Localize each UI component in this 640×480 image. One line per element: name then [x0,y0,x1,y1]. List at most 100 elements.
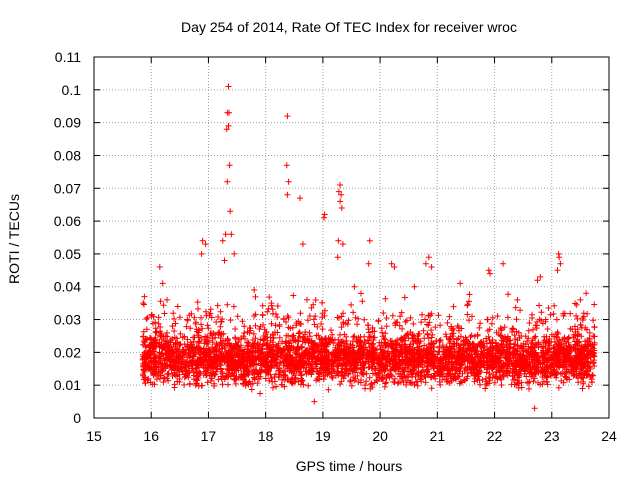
data-point [534,368,540,374]
data-point [358,350,365,357]
data-point [558,377,565,384]
data-point [554,267,561,274]
data-point [152,329,159,336]
data-point [270,310,276,317]
x-tick-label: 23 [544,428,560,444]
data-point [252,311,259,318]
data-point [153,329,160,336]
data-point [436,379,443,385]
data-point [160,365,167,372]
data-point [257,360,264,367]
data-point [466,317,472,324]
data-point [297,195,303,202]
data-point [218,340,225,347]
x-tick-label: 22 [487,428,503,444]
data-point [269,341,276,348]
data-point [415,337,422,344]
data-point [297,334,303,341]
data-point [338,324,345,331]
data-point [577,296,584,303]
data-point [206,356,213,363]
data-point [190,372,197,379]
y-tick-label: 0.08 [54,147,81,163]
data-point [355,334,362,341]
data-point [380,333,387,340]
y-tick-label: 0 [73,410,81,426]
data-point [337,182,344,188]
data-point [485,267,492,274]
data-point [573,313,580,319]
data-point [353,338,360,345]
data-point [516,334,523,341]
data-point [191,334,198,341]
data-point [384,363,391,370]
data-point [221,257,228,264]
data-point [454,322,461,329]
data-point [500,373,507,380]
data-point [350,351,357,358]
data-point [252,293,259,300]
data-point [418,376,424,383]
data-point [274,329,281,336]
data-point [382,380,389,387]
data-point [215,376,222,383]
data-point [142,342,149,349]
data-point [394,337,401,344]
data-point [217,323,224,330]
data-point [176,366,183,373]
data-point [328,327,334,334]
data-point [526,378,533,385]
data-point [357,366,364,373]
data-point [350,309,357,316]
data-point [264,339,271,346]
data-point [305,382,312,389]
data-point [247,381,254,387]
data-point [254,380,261,387]
data-point [580,313,587,320]
data-point [193,328,200,335]
data-point [583,355,590,362]
data-point [448,325,455,332]
data-point [428,310,435,317]
data-point [388,260,395,267]
data-point [512,336,519,343]
data-point [544,374,551,380]
data-point [175,362,182,369]
data-point [226,342,233,349]
data-point [198,321,205,328]
data-point [328,373,335,380]
data-point [341,347,347,354]
data-point [490,345,497,352]
data-point [169,323,176,330]
data-point [364,337,371,344]
data-point [170,310,177,317]
data-point [540,347,546,354]
data-point [240,352,247,359]
data-point [224,178,231,185]
data-point [314,368,321,375]
data-point [183,323,190,330]
data-point [346,355,353,362]
data-point [543,333,550,340]
data-point [374,355,381,362]
data-point [572,323,578,330]
data-point [325,349,332,356]
data-point [345,371,352,378]
data-point [416,330,423,337]
data-point [513,362,520,369]
data-point [150,348,157,355]
data-point [298,344,305,351]
y-tick-label: 0.03 [54,312,81,328]
data-point [200,361,207,368]
data-point [538,309,545,316]
data-point [204,322,211,329]
data-point [319,310,326,317]
data-point [226,109,232,116]
data-point [480,344,487,351]
data-point [155,372,162,379]
data-point [433,338,440,344]
data-point [428,264,435,270]
data-point [308,337,315,344]
data-point [254,340,261,347]
data-point [145,359,152,366]
